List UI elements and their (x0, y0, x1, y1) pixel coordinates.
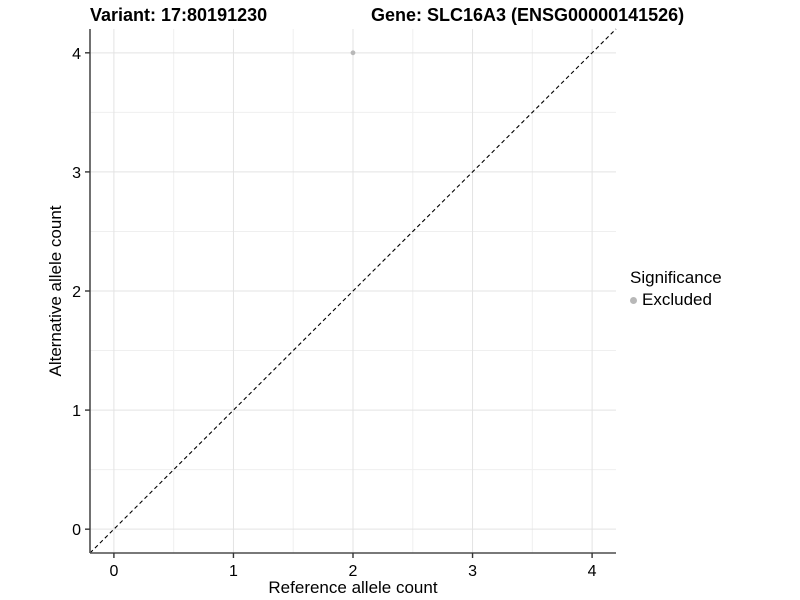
y-tick-label: 1 (72, 403, 81, 420)
plot-title-variant: Variant: 17:80191230 (90, 5, 268, 25)
x-axis-title: Reference allele count (268, 578, 438, 597)
identity-reference-line (89, 28, 617, 554)
x-tick-label: 0 (109, 563, 118, 580)
plot-title-gene: Gene: SLC16A3 (ENSG00000141526) (371, 5, 685, 25)
legend-item: Excluded (630, 290, 722, 310)
legend-title: Significance (630, 268, 722, 287)
x-tick-label: 1 (229, 563, 238, 580)
y-tick-label: 0 (72, 522, 81, 539)
y-tick-label: 3 (72, 165, 81, 182)
x-tick-label: 3 (468, 563, 477, 580)
y-tick-label: 4 (72, 46, 81, 63)
x-tick-label: 4 (588, 563, 597, 580)
data-point (350, 50, 356, 56)
legend-point-swatch-icon (630, 296, 637, 304)
legend-item-label: Excluded (642, 290, 712, 309)
x-tick-label: 2 (349, 563, 358, 580)
legend: Significance Excluded (630, 268, 722, 310)
y-tick-label: 2 (72, 284, 81, 301)
y-axis-title: Alternative allele count (46, 205, 65, 377)
